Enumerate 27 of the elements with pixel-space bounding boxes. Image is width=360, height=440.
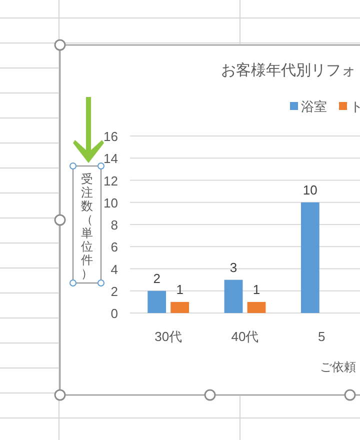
- data-label: 1: [252, 282, 260, 297]
- y-axis-title: 受注数（単位件）: [81, 172, 93, 280]
- y-tick-label: 8: [110, 218, 118, 232]
- y-tick-label: 12: [104, 173, 118, 188]
- data-label: 10: [302, 182, 318, 198]
- data-label: 3: [230, 260, 238, 275]
- x-tick-label: 30代: [154, 329, 182, 344]
- y-tick-label: 10: [104, 195, 118, 210]
- y-tick-label: 16: [104, 129, 118, 144]
- legend-label: ト: [350, 99, 360, 114]
- bar: [170, 302, 190, 313]
- y-tick-label: 2: [110, 284, 118, 299]
- x-axis-title: ご依頼: [320, 360, 356, 374]
- bar: [247, 302, 266, 313]
- bar: [300, 202, 320, 313]
- bar: [224, 280, 243, 313]
- data-label: 1: [176, 282, 184, 297]
- bar: [148, 290, 166, 313]
- x-tick-label: 40代: [231, 329, 259, 344]
- y-tick-label: 0: [110, 306, 118, 321]
- y-tick-label: 4: [110, 262, 118, 277]
- legend-label: 浴室: [301, 99, 327, 114]
- data-label: 2: [153, 270, 160, 286]
- y-tick-label: 14: [104, 151, 118, 166]
- y-tick-label: 6: [110, 240, 118, 255]
- chart-title: お客様年代別リフォ: [221, 62, 356, 79]
- x-tick-label: 5: [318, 329, 326, 344]
